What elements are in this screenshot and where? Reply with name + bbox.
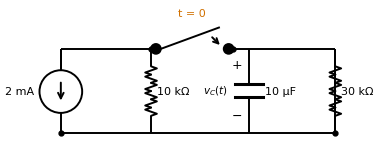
Text: $v_C(t)$: $v_C(t)$ — [203, 85, 228, 98]
Text: 10 μF: 10 μF — [265, 86, 296, 97]
Circle shape — [224, 44, 233, 54]
Text: +: + — [232, 59, 243, 72]
Text: −: − — [232, 110, 243, 123]
Text: 2 mA: 2 mA — [5, 86, 34, 97]
Text: 10 kΩ: 10 kΩ — [157, 86, 190, 97]
Text: 30 kΩ: 30 kΩ — [341, 86, 374, 97]
Circle shape — [151, 44, 161, 54]
Text: t = 0: t = 0 — [178, 9, 206, 19]
